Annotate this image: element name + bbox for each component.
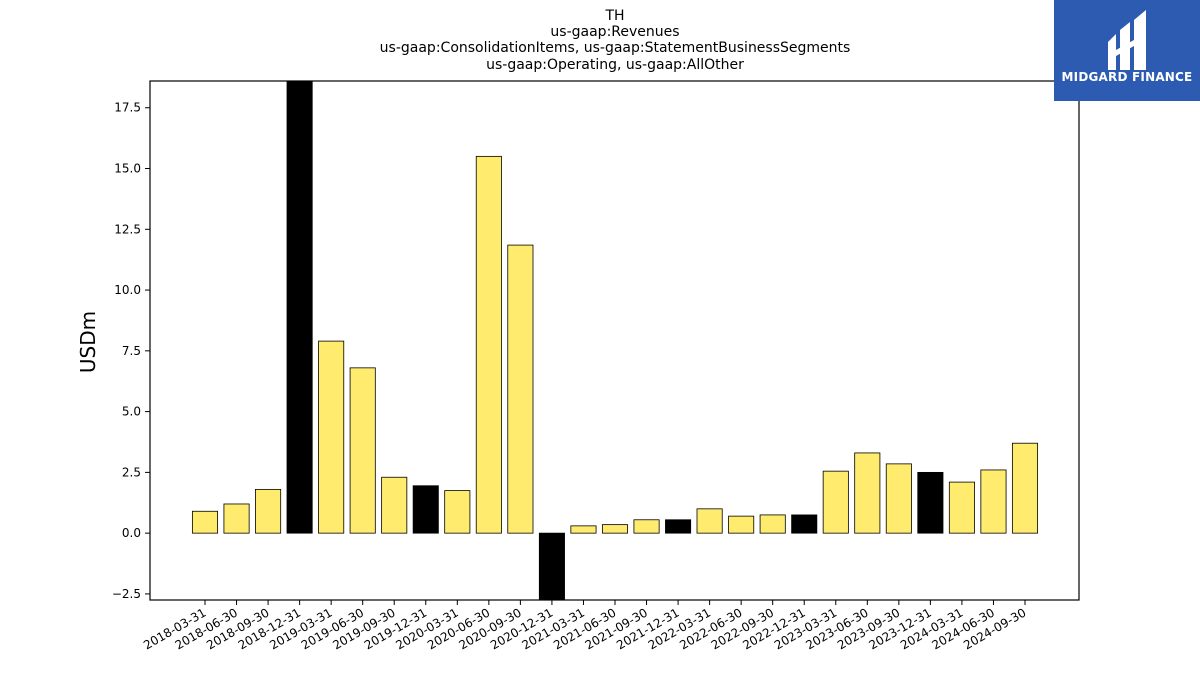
y-tick-label-8: 17.5 [114, 101, 141, 115]
bar-2021-09-30 [633, 519, 660, 534]
bar-2022-12-31 [791, 514, 818, 534]
bar-2018-03-31 [191, 510, 219, 534]
bar-2023-09-30 [885, 463, 912, 534]
bar-2018-06-30 [223, 503, 250, 534]
chart-title-line-2: us-gaap:Revenues [550, 24, 679, 40]
logo-text: MIDGARD FINANCE [1062, 70, 1193, 84]
y-tick-label-2: 2.5 [122, 465, 141, 479]
logo-badge: MIDGARD FINANCE [1054, 0, 1200, 101]
y-tick-label-6: 12.5 [114, 222, 141, 236]
bar-2018-09-30 [255, 488, 282, 534]
bar-2022-09-30 [759, 514, 786, 534]
bar-2024-03-31 [948, 481, 975, 534]
bars [191, 80, 1039, 601]
bar-2020-03-31 [444, 490, 471, 534]
bar-2020-12-31 [538, 532, 565, 601]
y-tick-label-5: 10.0 [114, 283, 141, 297]
bar-2020-06-30 [475, 155, 502, 534]
bar-2024-09-30 [1011, 442, 1039, 534]
chart-title-line-3: us-gaap:ConsolidationItems, us-gaap:Stat… [380, 40, 851, 56]
bar-2024-06-30 [980, 469, 1007, 534]
bar-2019-09-30 [381, 476, 408, 534]
bar-2022-03-31 [696, 508, 723, 534]
bar-2023-06-30 [854, 452, 881, 534]
bar-2020-09-30 [507, 244, 534, 534]
bar-2019-06-30 [349, 367, 376, 534]
bar-2021-12-31 [665, 519, 692, 534]
y-tick-label-4: 7.5 [122, 344, 141, 358]
bar-2022-06-30 [728, 515, 755, 534]
bar-2021-06-30 [601, 524, 629, 534]
bar-2019-03-31 [318, 340, 345, 534]
y-axis: −2.5 0.0 2.5 5.0 7.5 10.0 12.5 15.0 17.5 [112, 101, 150, 601]
y-tick-label-0: −2.5 [112, 587, 141, 601]
bar-2023-12-31 [917, 471, 944, 534]
bar-2019-12-31 [412, 485, 439, 534]
chart-title-line-1: TH [604, 8, 624, 24]
x-axis: 2018-03-312018-06-302018-09-302018-12-31… [141, 600, 1029, 652]
bar-2021-03-31 [570, 525, 597, 534]
y-tick-label-1: 0.0 [122, 526, 141, 540]
plot-frame [149, 80, 1080, 601]
chart-title-line-4: us-gaap:Operating, us-gaap:AllOther [486, 57, 744, 73]
y-tick-label-3: 5.0 [122, 405, 141, 419]
y-tick-label-7: 15.0 [114, 162, 141, 176]
midgard-logo-icon [1108, 10, 1146, 70]
bar-2018-12-31 [286, 80, 313, 534]
y-axis-label: USDm [76, 311, 100, 373]
bar-2023-03-31 [822, 470, 849, 534]
chart-title: TH us-gaap:Revenues us-gaap:Consolidatio… [380, 8, 851, 73]
